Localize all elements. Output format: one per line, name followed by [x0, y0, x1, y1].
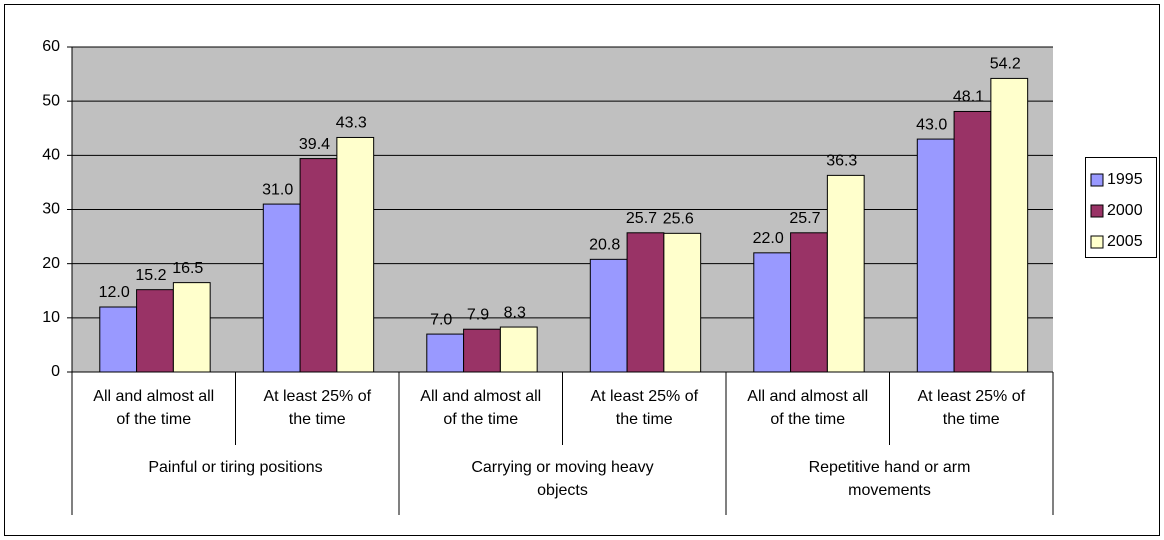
data-label: 8.3: [504, 304, 526, 321]
bar: [463, 328, 501, 373]
bar: [953, 110, 992, 373]
data-label: 7.9: [467, 306, 489, 323]
legend-label: 2005: [1107, 233, 1143, 250]
data-label: 7.0: [430, 311, 452, 328]
y-tick-label: 20: [42, 255, 60, 272]
bar: [826, 174, 865, 373]
bar: [136, 289, 174, 373]
y-tick-label: 10: [42, 309, 60, 326]
data-label: 25.6: [663, 211, 694, 228]
bar: [626, 232, 665, 373]
x-tick-label: At least 25% of the time: [590, 388, 699, 428]
bar: [172, 282, 211, 373]
data-label: 12.0: [99, 284, 130, 301]
bar: [262, 203, 301, 373]
y-tick-label: 50: [42, 92, 60, 109]
data-label: 39.4: [299, 136, 330, 153]
x-tick-label: At least 25% of the time: [917, 388, 1026, 428]
x-tick-label: All and almost all of the time: [93, 388, 215, 428]
legend-swatch: [1090, 204, 1104, 218]
x-tick-label: At least 25% of the time: [263, 388, 372, 428]
legend-label: 1995: [1107, 171, 1143, 188]
bar: [499, 326, 538, 373]
y-tick-label: 60: [42, 38, 60, 55]
x-tick-label: All and almost all of the time: [747, 388, 869, 428]
data-label: 43.3: [336, 115, 367, 132]
bar: [589, 258, 628, 373]
legend-swatch: [1090, 235, 1104, 249]
bar: [336, 136, 375, 373]
bar: [753, 252, 792, 373]
data-label: 43.0: [916, 116, 947, 133]
bar: [790, 232, 828, 373]
y-tick-label: 30: [42, 201, 60, 218]
data-label: 36.3: [826, 153, 857, 170]
data-label: 25.7: [626, 210, 657, 227]
data-label: 15.2: [135, 267, 166, 284]
bar: [299, 158, 338, 373]
data-label: 48.1: [953, 89, 984, 106]
legend-swatch: [1090, 173, 1104, 187]
bar: [99, 306, 138, 373]
y-tick-label: 40: [42, 147, 60, 164]
data-label: 31.0: [262, 181, 293, 198]
legend-label: 2000: [1107, 202, 1143, 219]
data-label: 22.0: [753, 230, 784, 247]
x-group-label: Painful or tiring positions: [148, 459, 323, 476]
y-tick-label: 0: [51, 363, 60, 380]
x-group-label: Repetitive hand or arm movements: [808, 459, 971, 499]
bar: [916, 138, 955, 373]
x-tick-label: All and almost all of the time: [420, 388, 542, 428]
bar: [663, 232, 702, 373]
bar: [426, 333, 465, 373]
bar: [990, 77, 1029, 373]
data-label: 54.2: [990, 56, 1021, 73]
data-label: 25.7: [789, 210, 820, 227]
x-group-label: Carrying or moving heavy objects: [471, 459, 654, 499]
data-label: 16.5: [172, 260, 203, 277]
data-label: 20.8: [589, 237, 620, 254]
